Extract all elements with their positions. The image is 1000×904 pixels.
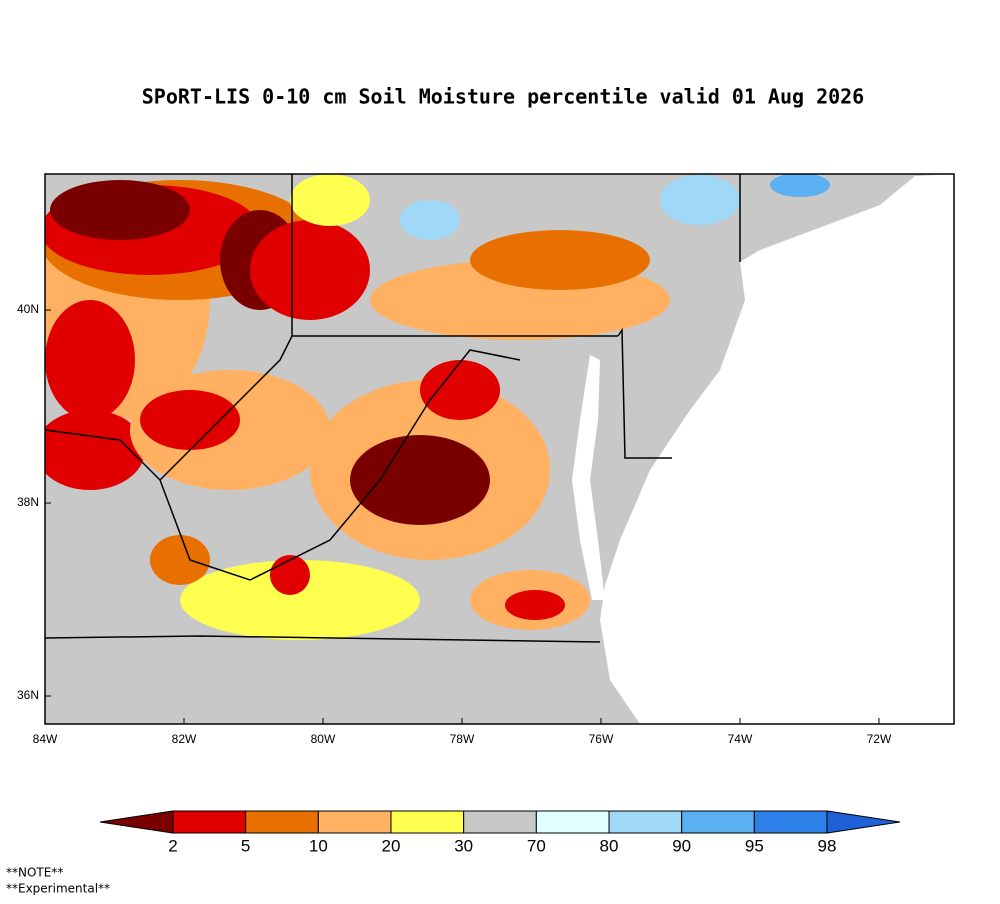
x-tick-label: 72W	[867, 732, 892, 746]
colorbar-label: 5	[241, 836, 250, 855]
region	[180, 560, 420, 640]
region	[140, 390, 240, 450]
map-field	[45, 174, 954, 724]
region	[770, 174, 830, 197]
region	[290, 174, 370, 226]
colorbar-label: 70	[527, 836, 546, 855]
colorbar-arrow-high	[826, 810, 901, 834]
y-tick-label: 36N	[17, 688, 39, 702]
x-tick-label: 84W	[33, 732, 58, 746]
colorbar-label: 80	[600, 836, 619, 855]
colorbar-label: 30	[454, 836, 473, 855]
colorbar-label: 95	[745, 836, 764, 855]
chesapeake-bay	[572, 355, 605, 600]
y-tick-label: 38N	[17, 495, 39, 509]
ocean	[600, 174, 954, 724]
note: **Experimental**	[6, 882, 110, 896]
colorbar-box	[245, 810, 319, 834]
x-tick-label: 80W	[311, 732, 336, 746]
colorbar-box	[317, 810, 392, 834]
region	[270, 555, 310, 595]
colorbar-box	[172, 810, 247, 834]
region	[350, 435, 490, 525]
colorbar-box	[753, 810, 828, 834]
region	[470, 230, 650, 290]
colorbar-box	[535, 810, 610, 834]
colorbar-box	[608, 810, 683, 834]
region	[50, 180, 190, 240]
colorbar-arrow-low	[99, 810, 174, 834]
x-tick-label: 78W	[450, 732, 475, 746]
x-tick-label: 74W	[728, 732, 753, 746]
colorbar-label: 2	[168, 836, 177, 855]
region	[505, 590, 565, 620]
x-tick-label: 76W	[589, 732, 614, 746]
colorbar-box	[681, 810, 755, 834]
region	[420, 360, 500, 420]
region	[45, 410, 145, 490]
map-frame	[44, 173, 955, 725]
note: **NOTE**	[6, 866, 63, 880]
colorbar-box	[463, 810, 537, 834]
colorbar-label: 10	[309, 836, 328, 855]
region	[150, 535, 210, 585]
region	[660, 175, 740, 225]
state-borders	[45, 174, 741, 643]
colorbar-label: 98	[818, 836, 837, 855]
y-tick-label: 40N	[17, 302, 39, 316]
map-title: SPoRT-LIS 0-10 cm Soil Moisture percenti…	[142, 85, 864, 109]
region	[400, 200, 460, 240]
x-tick-label: 82W	[172, 732, 197, 746]
region	[250, 220, 370, 320]
colorbar-box	[390, 810, 465, 834]
region	[45, 300, 135, 420]
colorbar-label: 90	[672, 836, 691, 855]
colorbar-label: 20	[382, 836, 401, 855]
